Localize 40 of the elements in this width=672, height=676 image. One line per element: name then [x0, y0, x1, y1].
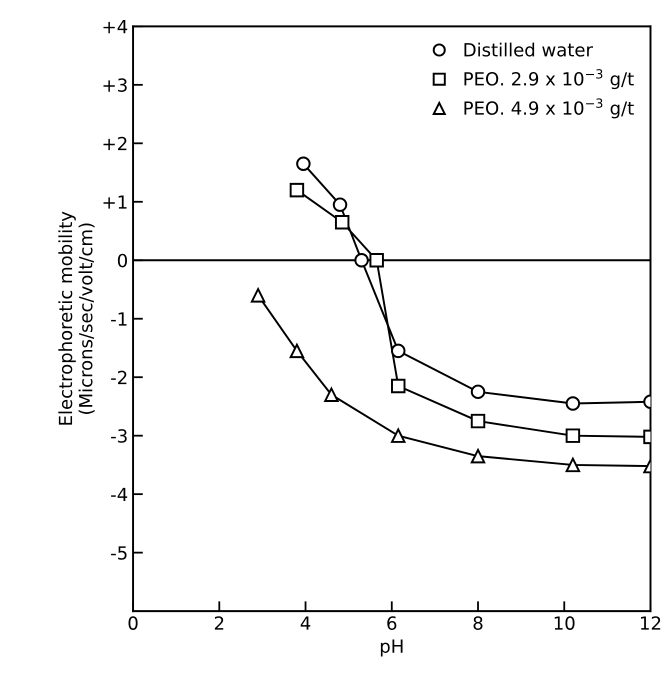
x-tick-label: 8: [473, 616, 483, 630]
x-tick-label: 0: [128, 616, 138, 630]
x-tick-label: 10: [554, 616, 575, 630]
point: [324, 388, 339, 402]
point: [354, 253, 369, 268]
y-tick-label: +2: [103, 136, 126, 150]
point: [470, 448, 486, 464]
point: [391, 344, 406, 358]
y-tick-label: -5: [111, 546, 127, 560]
x-axis-title: pH: [380, 640, 403, 656]
point: [391, 378, 406, 394]
point: [470, 414, 486, 428]
point: [566, 396, 580, 411]
y-tick-label: +4: [103, 20, 128, 34]
legend-label: Distilled water: [464, 42, 593, 57]
y-tick-label: 0: [118, 254, 127, 268]
point: [391, 428, 406, 443]
point: [566, 458, 580, 472]
y-tick-label: -2: [111, 370, 126, 384]
point: [290, 344, 304, 358]
point: [566, 428, 580, 443]
point: [334, 215, 350, 230]
point: [250, 288, 266, 303]
legend-label: PEO. 4.9 x 10$^{−3}$ g/t: [464, 98, 634, 118]
x-tick-label: 4: [300, 616, 310, 630]
point: [369, 253, 384, 268]
x-tick-label: 12: [640, 616, 660, 630]
x-tick-label: 2: [214, 616, 224, 630]
x-tick-label: 6: [387, 616, 396, 630]
point: [332, 197, 348, 212]
point: [290, 182, 304, 198]
y-tick-label: +1: [103, 195, 127, 209]
point: [296, 156, 311, 172]
y-axis-title: Electrophoretic mobility (Microns/sec/volt/cm): [58, 212, 95, 425]
point: [470, 384, 486, 400]
y-tick-label: -1: [111, 312, 127, 326]
y-tick-label: -3: [111, 429, 127, 443]
y-tick-label: +3: [103, 78, 127, 92]
legend-label: PEO. 2.9 x 10$^{−3}$ g/t: [464, 69, 634, 90]
y-tick-label: -4: [111, 488, 128, 502]
